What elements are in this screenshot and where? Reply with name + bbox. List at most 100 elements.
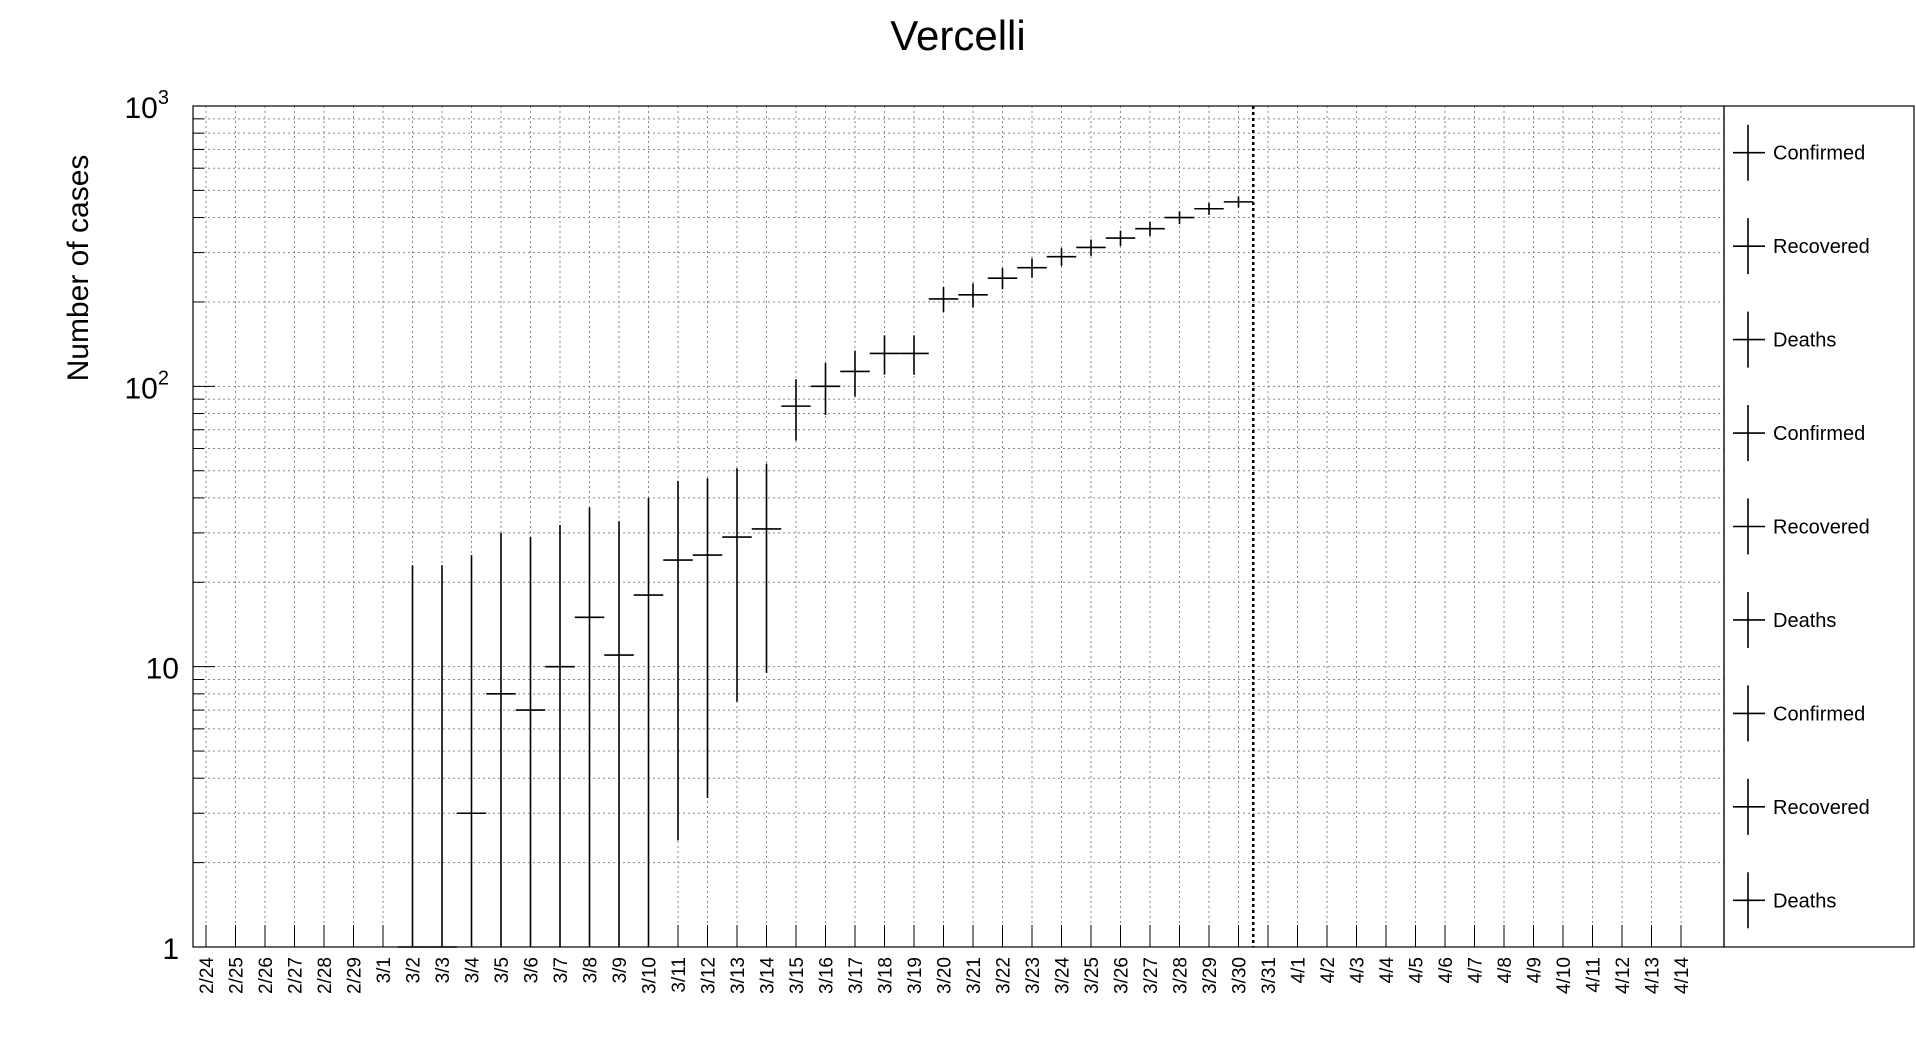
y-tick-label: 10	[146, 653, 179, 686]
x-tick-label: 3/11	[669, 957, 690, 993]
data-point	[722, 468, 752, 702]
x-tick-label: 3/23	[1023, 957, 1044, 994]
x-tick-label: 3/1	[374, 957, 395, 983]
x-tick-label: 2/27	[286, 957, 307, 994]
data-point	[781, 379, 811, 441]
x-tick-label: 3/29	[1200, 957, 1221, 994]
legend-entry: Confirmed	[1733, 124, 1865, 181]
x-tick-label: 3/18	[876, 957, 897, 994]
x-tick-label: 3/9	[610, 957, 631, 983]
data-point	[456, 555, 487, 947]
x-tick-label: 3/19	[905, 957, 926, 994]
x-tick-label: 2/29	[345, 957, 366, 994]
data-point	[486, 532, 516, 947]
plot-frame	[192, 105, 1725, 948]
x-tick-label: 3/8	[581, 957, 602, 983]
x-tick-label: 3/17	[846, 957, 867, 994]
x-tick-label: 3/25	[1082, 957, 1103, 994]
legend-label: Deaths	[1773, 610, 1836, 632]
x-tick-label: 4/10	[1554, 957, 1575, 994]
x-tick-label: 3/16	[817, 957, 838, 994]
x-tick-label: 4/2	[1318, 957, 1339, 983]
data-point	[1135, 221, 1165, 236]
legend-label: Confirmed	[1773, 423, 1865, 445]
x-tick-label: 3/27	[1141, 957, 1162, 994]
data-point	[1017, 258, 1047, 278]
x-tick-label: 2/28	[315, 957, 336, 994]
data-point	[663, 480, 693, 841]
x-tick-label: 4/3	[1348, 957, 1369, 983]
data-point	[1164, 211, 1195, 225]
x-tick-label: 3/6	[522, 957, 543, 983]
legend-entry: Recovered	[1733, 778, 1870, 835]
x-tick-label: 3/31	[1259, 957, 1280, 994]
legend-label: Confirmed	[1773, 703, 1865, 725]
x-tick-label: 4/5	[1407, 957, 1428, 983]
y-tick-label: 103	[125, 87, 170, 125]
data-point	[515, 537, 546, 947]
legend-entry: Deaths	[1733, 311, 1836, 368]
data-point	[427, 565, 457, 948]
x-tick-label: 4/12	[1613, 957, 1634, 994]
x-tick-label: 4/11	[1584, 957, 1605, 993]
legend-entry: Deaths	[1733, 591, 1836, 648]
y-tick-label: 102	[125, 367, 170, 405]
legend-entry: Confirmed	[1733, 685, 1865, 742]
chart-title: Vercelli	[890, 12, 1025, 59]
x-tick-label: 3/7	[551, 957, 572, 983]
x-tick-label: 3/3	[433, 957, 454, 983]
marks-layer	[397, 106, 1255, 948]
x-tick-label: 3/21	[964, 957, 985, 994]
y-axis-label: Number of cases	[62, 155, 95, 382]
x-tick-label: 4/1	[1289, 957, 1310, 983]
x-tick-label: 3/26	[1112, 957, 1133, 994]
data-point	[397, 565, 428, 948]
x-tick-label: 3/30	[1230, 957, 1251, 994]
x-tick-label: 3/28	[1171, 957, 1192, 994]
data-point	[604, 521, 634, 947]
data-point	[928, 287, 959, 313]
x-tick-label: 3/24	[1053, 957, 1074, 994]
legend-entry: Recovered	[1733, 218, 1870, 275]
data-point	[545, 525, 575, 947]
data-point	[574, 507, 605, 947]
data-point	[869, 335, 900, 375]
legend-frame	[1723, 105, 1915, 948]
x-tick-label: 4/14	[1672, 957, 1693, 994]
data-point	[1105, 230, 1136, 246]
data-point	[899, 335, 929, 375]
legend-label: Recovered	[1773, 797, 1870, 819]
x-tick-label: 3/12	[699, 957, 720, 994]
legend-label: Confirmed	[1773, 143, 1865, 165]
x-tick-label: 4/8	[1495, 957, 1516, 983]
x-tick-label: 3/14	[758, 957, 779, 994]
y-tick-label: 1	[162, 933, 179, 966]
x-tick-label: 3/15	[787, 957, 808, 994]
grid-layer	[193, 106, 1724, 947]
data-point	[633, 497, 664, 947]
x-tick-label: 4/4	[1377, 957, 1398, 984]
x-tick-label: 4/9	[1525, 957, 1546, 983]
data-point	[810, 363, 841, 416]
legend-label: Recovered	[1773, 517, 1870, 539]
x-tick-label: 4/6	[1436, 957, 1457, 983]
data-point	[1223, 196, 1254, 208]
data-point	[1076, 239, 1106, 256]
data-point	[751, 463, 782, 673]
legend-label: Deaths	[1773, 890, 1836, 912]
x-tick-label: 4/7	[1466, 957, 1487, 983]
x-tick-label: 2/26	[256, 957, 277, 994]
x-tick-label: 3/20	[935, 957, 956, 994]
x-tick-label: 3/4	[463, 957, 484, 984]
x-tick-label: 4/13	[1643, 957, 1664, 994]
data-point	[1194, 202, 1224, 215]
legend-entry: Deaths	[1733, 872, 1836, 929]
data-point	[1046, 248, 1077, 266]
x-tick-label: 3/2	[404, 957, 425, 983]
x-tick-label: 3/22	[994, 957, 1015, 994]
legend-label: Deaths	[1773, 330, 1836, 352]
legend: Confirmed Recovered Deaths Confirmed Recover…	[1723, 105, 1915, 948]
